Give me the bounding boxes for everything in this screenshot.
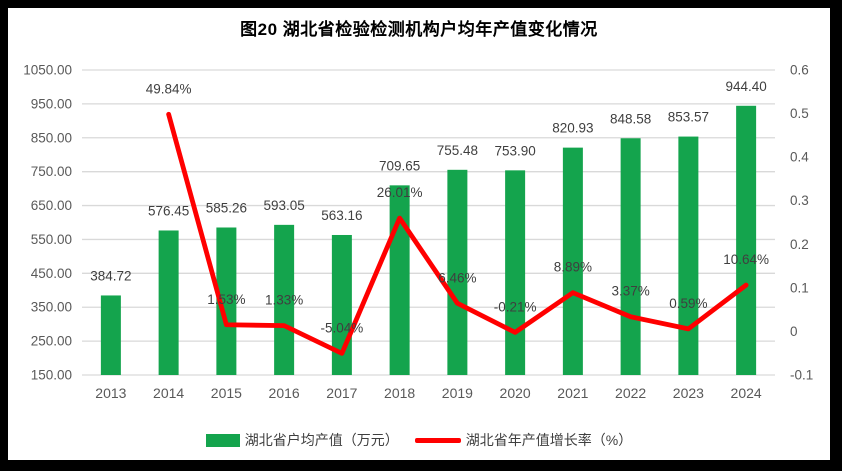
x-axis-tick-label: 2023 xyxy=(673,385,704,401)
line-value-label: 26.01% xyxy=(377,185,423,200)
left-axis-tick-label: 350.00 xyxy=(31,300,72,315)
right-axis-tick-label: -0.1 xyxy=(790,368,813,383)
chart-title: 图20 湖北省检验检测机构户均年产值变化情况 xyxy=(240,20,598,39)
growth-rate-line xyxy=(166,111,749,356)
legend-item-bar-series: 湖北省户均产值（万元） xyxy=(205,430,399,450)
right-axis-tick-label: 0.4 xyxy=(790,150,809,165)
legend-label-line-series: 湖北省年产值增长率（%） xyxy=(465,432,633,448)
x-axis-tick-label: 2021 xyxy=(557,385,588,401)
bar-value-label: 585.26 xyxy=(206,200,247,215)
left-axis-tick-label: 250.00 xyxy=(31,334,72,349)
right-axis-tick-label: 0.3 xyxy=(790,193,809,208)
left-axis-tick-label: 950.00 xyxy=(31,96,72,111)
legend-label-bar-series: 湖北省户均产值（万元） xyxy=(244,432,399,448)
left-axis-tick-label: 1050.00 xyxy=(23,63,72,78)
line-value-label: 8.89% xyxy=(554,260,592,275)
bar-value-label: 563.16 xyxy=(321,208,362,223)
line-value-label: 6.46% xyxy=(438,270,476,285)
x-axis-tick-label: 2013 xyxy=(95,385,126,401)
left-axis-tick-label: 450.00 xyxy=(31,266,72,281)
bar-series-swatch xyxy=(205,433,240,447)
combo-bar-line-chart: 1050.00 950.00 850.00 750.00 650.00 550.00 450… xyxy=(23,63,813,402)
bar-2019 xyxy=(447,169,468,375)
x-axis-tick-label: 2018 xyxy=(384,385,415,401)
legend-item-line-series: 湖北省年产值增长率（%） xyxy=(414,430,633,450)
line-value-label: 1.53% xyxy=(207,292,245,307)
bar-2014 xyxy=(158,230,179,375)
bar-2015 xyxy=(216,227,237,375)
line-value-label: 3.37% xyxy=(611,284,649,299)
line-value-label: 0.59% xyxy=(669,296,707,311)
x-axis-tick-label: 2019 xyxy=(442,385,473,401)
x-axis-tick-label: 2022 xyxy=(615,385,646,401)
x-axis-tick-label: 2014 xyxy=(153,385,184,401)
left-axis-tick-label: 850.00 xyxy=(31,130,72,145)
left-axis-tick-label: 550.00 xyxy=(31,232,72,247)
right-axis-tick-label: 0.6 xyxy=(790,63,809,78)
line-value-label: 1.33% xyxy=(265,293,303,308)
bar-value-label: 753.90 xyxy=(494,143,535,158)
line-value-label: 10.64% xyxy=(723,252,769,267)
x-axis-tick-label: 2016 xyxy=(269,385,300,401)
bar-2013 xyxy=(100,295,121,375)
bar-value-label: 820.93 xyxy=(552,121,593,136)
bar-value-label: 944.40 xyxy=(725,79,766,94)
bar-value-label: 755.48 xyxy=(437,143,478,158)
left-axis-tick-label: 750.00 xyxy=(31,164,72,179)
line-value-label: 49.84% xyxy=(146,81,192,96)
bar-2020 xyxy=(505,170,526,375)
x-axis-tick-label: 2020 xyxy=(500,385,531,401)
right-axis-tick-label: 0.2 xyxy=(790,237,809,252)
bar-2021 xyxy=(562,147,583,375)
x-axis-tick-label: 2024 xyxy=(731,385,762,401)
bar-value-label: 709.65 xyxy=(379,158,420,173)
bar-2016 xyxy=(274,224,295,375)
bar-value-label: 384.72 xyxy=(90,268,131,283)
left-axis-tick-label: 650.00 xyxy=(31,198,72,213)
line-value-label: -5.04% xyxy=(320,320,363,335)
bar-value-label: 576.45 xyxy=(148,203,189,218)
line-value-label: -0.21% xyxy=(494,299,537,314)
bar-value-label: 593.05 xyxy=(263,198,304,213)
bar-value-label: 853.57 xyxy=(668,110,709,125)
bar-2023 xyxy=(678,136,699,375)
right-axis-tick-label: 0.5 xyxy=(790,106,809,121)
chart-canvas: 图20 湖北省检验检测机构户均年产值变化情况 1050.00 950.00 850.… xyxy=(8,8,830,460)
bar-value-label: 848.58 xyxy=(610,111,651,126)
line-series-swatch xyxy=(414,437,461,443)
right-axis-tick-label: 0 xyxy=(790,324,798,339)
bar-2024 xyxy=(736,105,757,375)
right-axis-tick-label: 0.1 xyxy=(790,280,809,295)
bar-2022 xyxy=(620,138,641,375)
left-axis-tick-label: 150.00 xyxy=(31,368,72,383)
x-axis-tick-label: 2015 xyxy=(211,385,242,401)
chart-legend: 湖北省户均产值（万元） 湖北省年产值增长率（%） xyxy=(8,430,830,450)
x-axis-tick-label: 2017 xyxy=(326,385,357,401)
bar-2018 xyxy=(389,185,410,375)
